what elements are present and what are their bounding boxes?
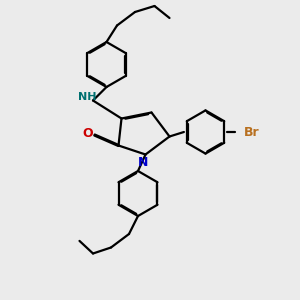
Text: O: O <box>82 127 93 140</box>
Text: N: N <box>138 156 148 170</box>
Text: NH: NH <box>78 92 97 103</box>
Text: Br: Br <box>244 125 259 139</box>
